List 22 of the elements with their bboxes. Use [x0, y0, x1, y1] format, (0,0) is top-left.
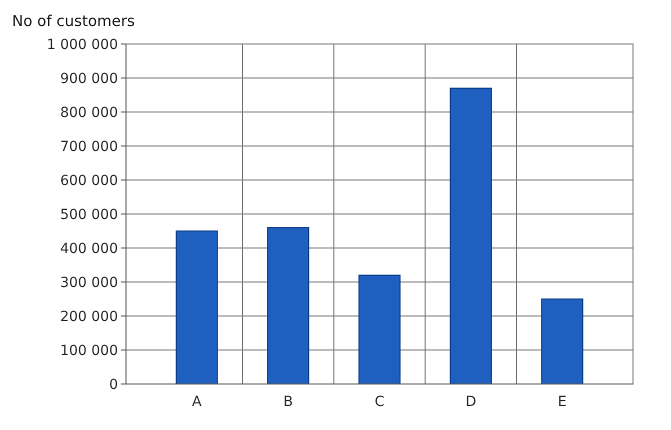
bar: [541, 298, 584, 384]
bar: [450, 88, 492, 384]
y-tick-label: 400 000: [60, 240, 118, 257]
y-tick-label: 0: [109, 376, 118, 393]
y-tick-label: 900 000: [60, 70, 118, 87]
x-tick-label: D: [465, 394, 476, 410]
y-tick-label: 200 000: [60, 308, 118, 325]
bar: [358, 274, 401, 384]
y-tick-label: 500 000: [60, 206, 118, 223]
x-tick-label: C: [374, 394, 385, 410]
x-tick-label: E: [558, 394, 567, 410]
bar: [267, 227, 310, 384]
x-tick-label: A: [192, 394, 202, 410]
y-tick-label: 800 000: [60, 104, 118, 121]
y-tick-label: 600 000: [60, 172, 118, 189]
y-tick-label: 100 000: [60, 342, 118, 359]
bar: [176, 230, 218, 384]
y-tick-label: 300 000: [60, 274, 118, 291]
y-axis-title: No of customers: [12, 12, 136, 30]
y-tick-label: 700 000: [60, 138, 118, 155]
y-tick-label: 1 000 000: [46, 36, 118, 53]
x-tick-label: B: [283, 394, 293, 410]
